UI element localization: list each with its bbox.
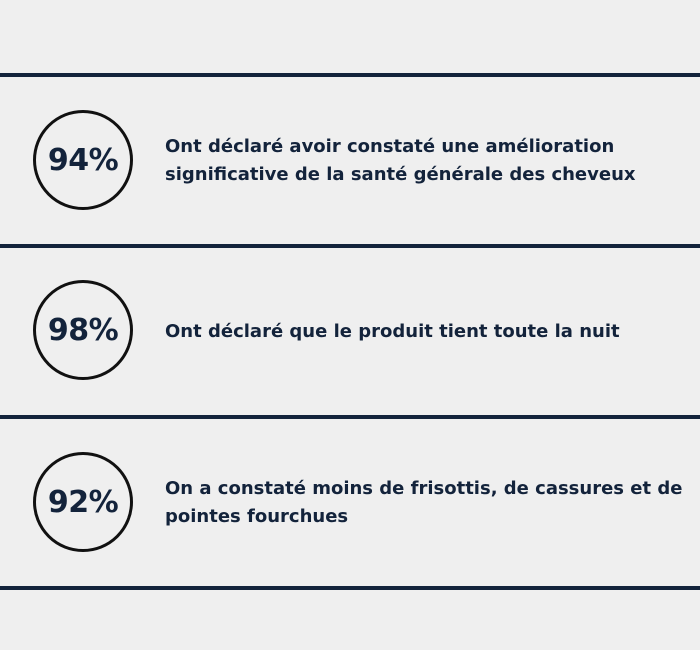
stat-item: 92% On a constaté moins de frisottis, de… xyxy=(0,419,700,586)
stat-percentage: 92% xyxy=(47,484,119,520)
stat-circle: 94% xyxy=(33,110,133,210)
stats-list: 94% Ont déclaré avoir constaté une améli… xyxy=(0,73,700,590)
stat-description: Ont déclaré que le produit tient toute l… xyxy=(165,321,620,342)
stat-percentage: 98% xyxy=(47,312,119,348)
divider xyxy=(0,244,700,248)
stat-item: 98% Ont déclaré que le produit tient tou… xyxy=(0,248,700,415)
divider xyxy=(0,586,700,590)
stat-item: 94% Ont déclaré avoir constaté une améli… xyxy=(0,77,700,244)
divider xyxy=(0,73,700,77)
stat-circle: 92% xyxy=(33,452,133,552)
stat-percentage: 94% xyxy=(47,142,119,178)
divider xyxy=(0,415,700,419)
stat-circle: 98% xyxy=(33,280,133,380)
stat-description: On a constaté moins de frisottis, de cas… xyxy=(165,478,683,527)
stat-description: Ont déclaré avoir constaté une améliorat… xyxy=(165,136,636,185)
